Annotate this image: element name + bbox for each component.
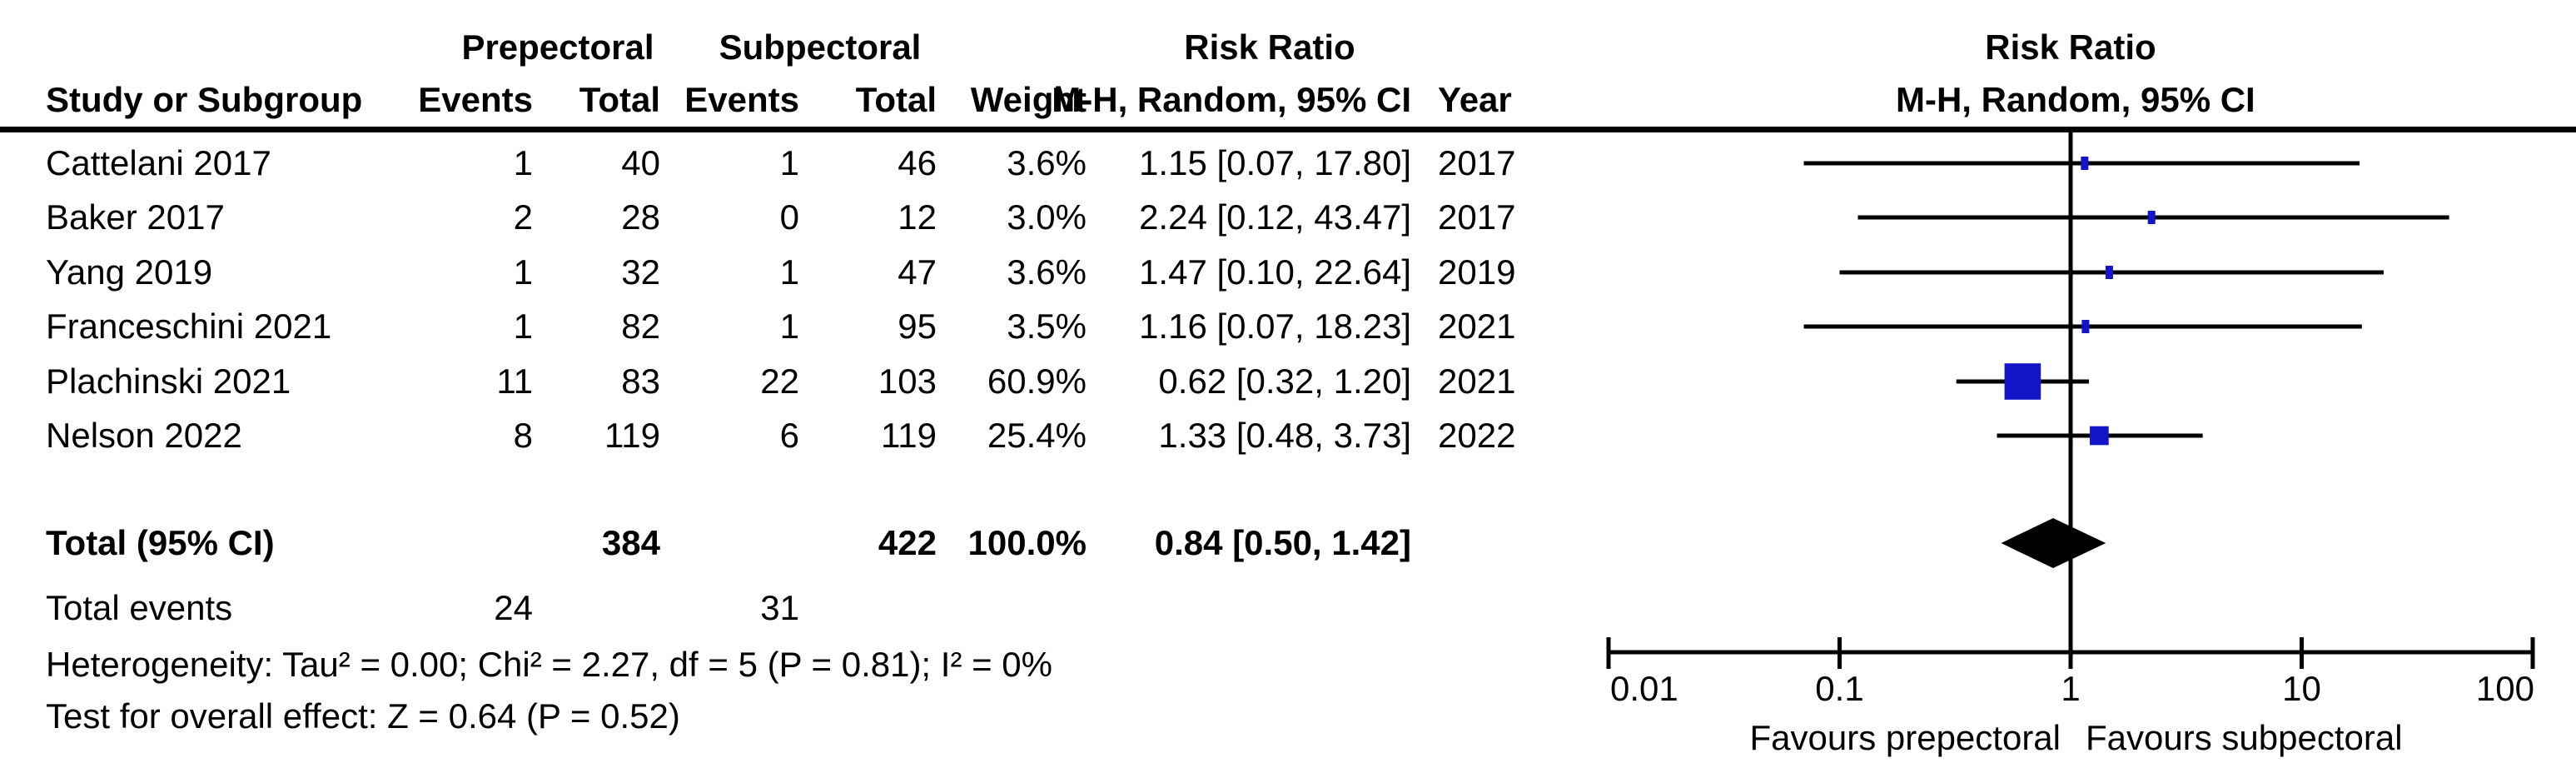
year-value: 2019 (1438, 252, 1516, 292)
study-label: Plachinski 2021 (46, 362, 291, 401)
study-label: Nelson 2022 (46, 416, 242, 455)
year-value: 2017 (1438, 197, 1516, 237)
total-prepectoral: 83 (621, 362, 660, 401)
weight-value: 3.6% (1007, 143, 1087, 182)
effect-marker (2081, 157, 2089, 170)
summary-diamond (2001, 518, 2106, 568)
total-events-prepectoral: 24 (494, 588, 533, 627)
total-subpectoral: 12 (898, 197, 937, 237)
weight-value: 3.5% (1007, 307, 1087, 346)
column-header-events-subpectoral: Events (684, 80, 799, 119)
risk-ratio-plot-title: Risk Ratio (1985, 27, 2156, 67)
year-value: 2021 (1438, 362, 1516, 401)
group-header-prepectoral: Prepectoral (461, 27, 654, 67)
effect-marker (2004, 363, 2041, 400)
events-subpectoral: 0 (779, 197, 799, 237)
events-subpectoral: 1 (779, 307, 799, 346)
events-prepectoral: 11 (496, 362, 533, 401)
weight-value: 60.9% (987, 362, 1087, 401)
weight-value: 3.6% (1007, 252, 1087, 292)
overall-effect-note: Test for overall effect: Z = 0.64 (P = 0… (46, 696, 680, 736)
year-value: 2017 (1438, 143, 1516, 182)
total-prepectoral: 28 (621, 197, 660, 237)
effect-marker (2081, 320, 2090, 333)
events-prepectoral: 1 (513, 143, 533, 182)
axis-tick-label: 0.1 (1815, 669, 1863, 708)
total-events-label: Total events (46, 588, 233, 627)
weight-value: 25.4% (987, 416, 1087, 455)
study-label: Franceschini 2021 (46, 307, 332, 346)
events-prepectoral: 1 (513, 252, 533, 292)
total-row-label: Total (95% CI) (46, 523, 275, 562)
study-label: Yang 2019 (46, 252, 213, 292)
risk-ratio-ci-value: 1.16 [0.07, 18.23] (1139, 307, 1411, 346)
total-subpectoral: 95 (898, 307, 937, 346)
total-prepectoral: 32 (621, 252, 660, 292)
events-subpectoral: 1 (779, 252, 799, 292)
axis-tick-label: 1 (2061, 669, 2080, 708)
effect-marker (2105, 266, 2113, 279)
column-header-weight: Weight (970, 80, 1087, 119)
events-subpectoral: 6 (779, 416, 799, 455)
column-header-year: Year (1438, 80, 1512, 119)
events-prepectoral: 1 (513, 307, 533, 346)
group-header-subpectoral: Subpectoral (719, 27, 922, 67)
heterogeneity-note: Heterogeneity: Tau² = 0.00; Chi² = 2.27,… (46, 645, 1052, 684)
column-header-mh-ci: M-H, Random, 95% CI (1052, 80, 1411, 119)
total-weight: 100.0% (967, 523, 1087, 562)
risk-ratio-ci-value: 1.15 [0.07, 17.80] (1139, 143, 1411, 182)
total-events-subpectoral: 31 (760, 588, 799, 627)
events-prepectoral: 2 (513, 197, 533, 237)
events-subpectoral: 22 (760, 362, 799, 401)
column-header-study: Study or Subgroup (46, 80, 363, 119)
column-header-events-prepectoral: Events (418, 80, 533, 119)
year-value: 2021 (1438, 307, 1516, 346)
events-prepectoral: 8 (513, 416, 533, 455)
study-label: Cattelani 2017 (46, 143, 271, 182)
header-rule (0, 127, 2576, 132)
events-subpectoral: 1 (779, 143, 799, 182)
total-prepectoral: 119 (604, 416, 660, 455)
risk-ratio-ci-value: 2.24 [0.12, 43.47] (1139, 197, 1411, 237)
weight-value: 3.0% (1007, 197, 1087, 237)
risk-ratio-ci-value: 1.33 [0.48, 3.73] (1158, 416, 1411, 455)
year-value: 2022 (1438, 416, 1516, 455)
axis-tick-label: 0.01 (1610, 669, 1678, 708)
axis-tick-label: 10 (2282, 669, 2321, 708)
study-label: Baker 2017 (46, 197, 225, 237)
total-subpectoral: 46 (898, 143, 937, 182)
column-header-total-subpectoral: Total (855, 80, 937, 119)
favours-left-label: Favours prepectoral (1749, 718, 2061, 757)
risk-ratio-ci-value: 0.62 [0.32, 1.20] (1158, 362, 1411, 401)
effect-marker (2147, 211, 2156, 224)
column-header-mh-ci-plot: M-H, Random, 95% CI (1896, 80, 2255, 119)
column-header-total-prepectoral: Total (579, 80, 660, 119)
axis-tick-label: 100 (2476, 669, 2534, 708)
effect-marker (2090, 426, 2109, 446)
total-prepectoral: 40 (621, 143, 660, 182)
total-prepectoral: 82 (621, 307, 660, 346)
risk-ratio-column-title: Risk Ratio (1184, 27, 1355, 67)
total-subpectoral: 47 (898, 252, 937, 292)
total-subpectoral: 119 (881, 416, 937, 455)
risk-ratio-ci-value: 1.47 [0.10, 22.64] (1139, 252, 1411, 292)
total-risk-ratio-ci: 0.84 [0.50, 1.42] (1154, 523, 1411, 562)
total-prepectoral-sum: 384 (601, 523, 660, 562)
total-subpectoral-sum: 422 (878, 523, 937, 562)
favours-right-label: Favours subpectoral (2086, 718, 2403, 757)
total-subpectoral: 103 (878, 362, 937, 401)
